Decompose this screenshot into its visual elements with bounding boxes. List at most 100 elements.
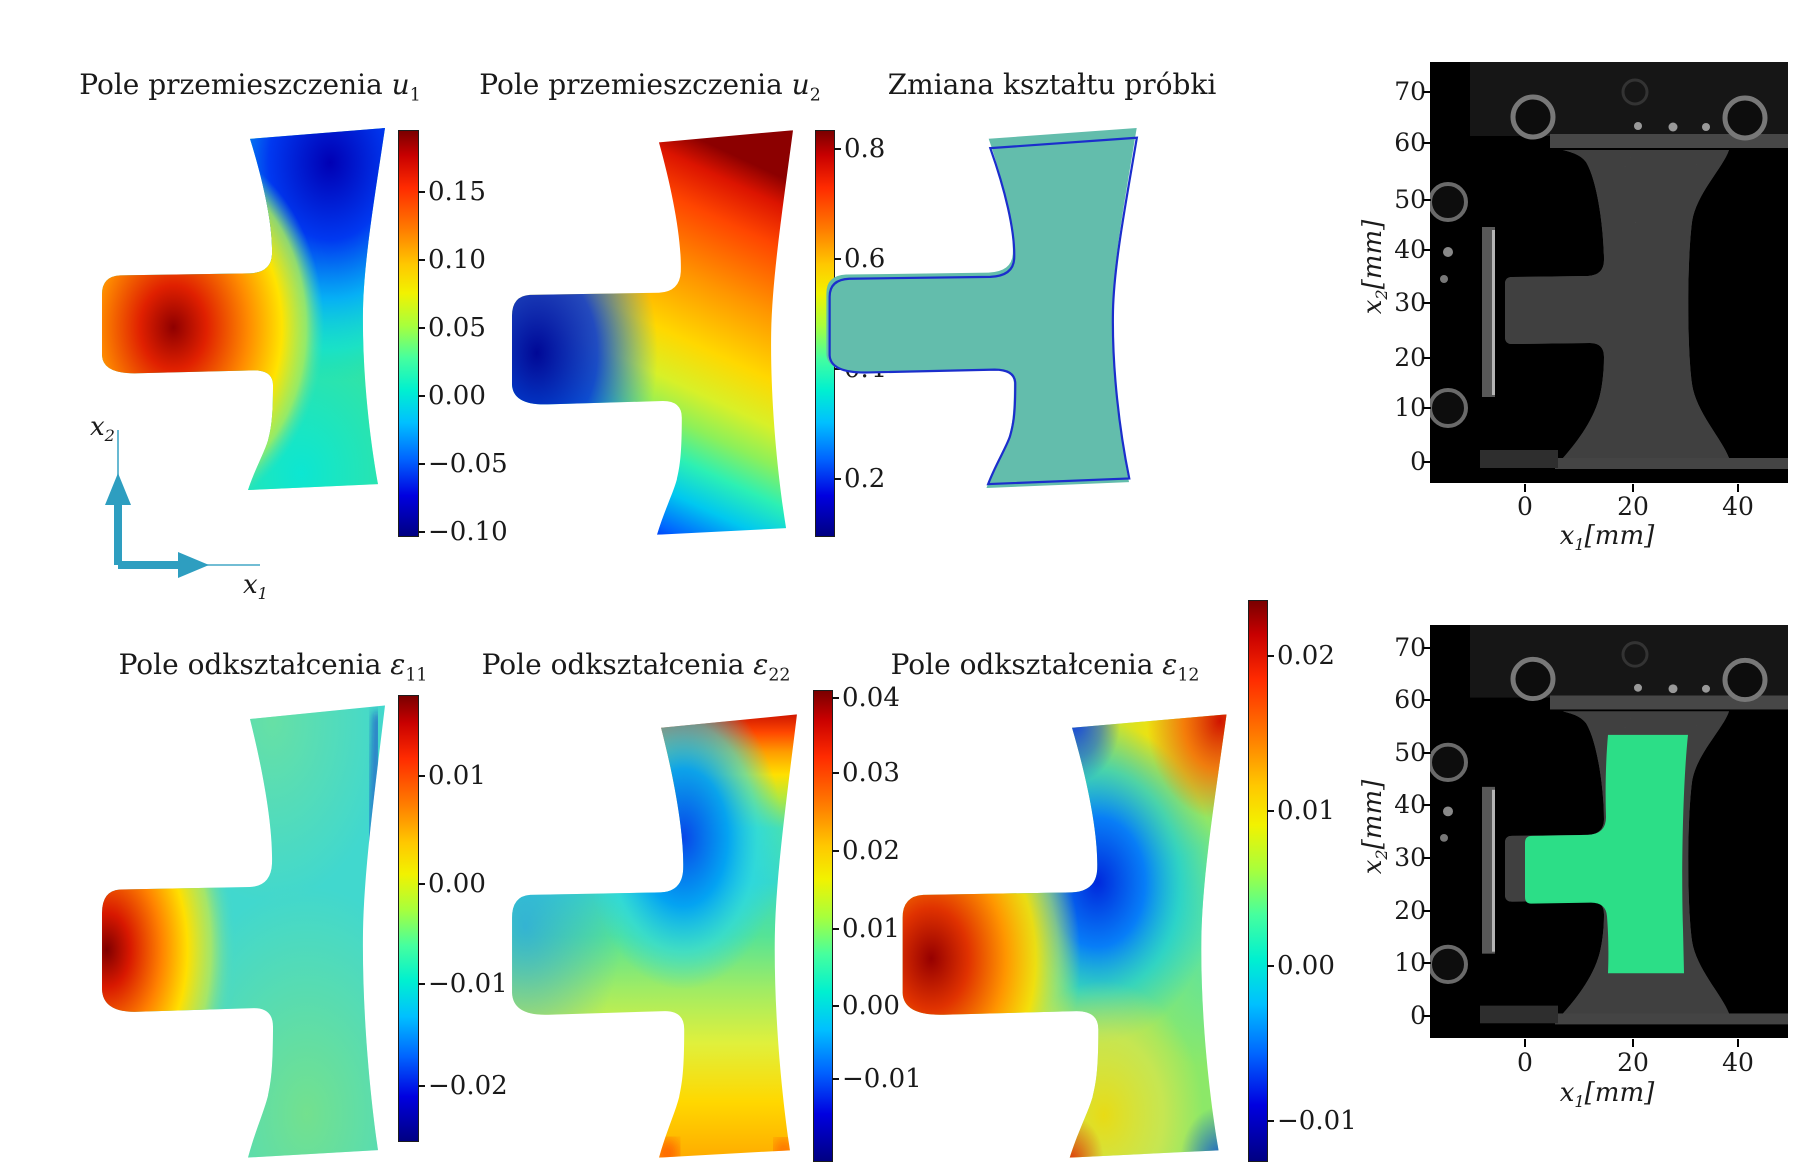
ytick-label: 0 (1410, 447, 1426, 476)
ytick-label: 40 (1394, 235, 1426, 264)
colorbar-tick-label: −0.01 (428, 968, 508, 999)
x2-axis-label: x2 (90, 412, 115, 446)
colorbar-tick-label: −0.01 (842, 1064, 922, 1095)
tick-mark (832, 1078, 839, 1081)
bolt-icon (1430, 944, 1468, 985)
xtick-label: 20 (1617, 492, 1649, 521)
tick-mark (832, 927, 839, 930)
tick-mark (418, 982, 425, 985)
heatmap-eps22 (512, 714, 797, 1158)
x1-axis-label: x1 (243, 570, 268, 604)
tick-mark (418, 462, 425, 465)
photo-bottom-ylabel: x2[mm] (1358, 779, 1392, 875)
heatmap-eps12 (902, 714, 1227, 1158)
tick-mark (418, 530, 425, 533)
colorbar-tick-label: 0.02 (842, 835, 900, 866)
ytick-label: 30 (1394, 288, 1426, 317)
tick-mark (1267, 965, 1274, 968)
tick-mark (418, 190, 425, 193)
current-shape-fill (826, 127, 1137, 489)
photo-top-xlabel: x1[mm] (1559, 521, 1655, 555)
ytick-label: 50 (1394, 185, 1426, 214)
colorbar-tick-label: 0.03 (842, 757, 900, 788)
colorbar-tick-label: 0.01 (428, 761, 486, 792)
xtick-label: 0 (1517, 1048, 1533, 1077)
tick-mark (834, 257, 841, 260)
ytick-label: 40 (1394, 790, 1426, 819)
tick-mark (832, 771, 839, 774)
ytick-label: 60 (1394, 128, 1426, 157)
tick-mark (418, 258, 425, 261)
tick-mark (418, 882, 425, 885)
title-eps12: Pole odkształcenia ε12 (890, 648, 1200, 686)
colorbar-tick-label: 0.8 (844, 133, 886, 164)
ytick-label: 0 (1410, 1001, 1426, 1030)
colorbar-tick-label: 0.6 (844, 243, 886, 274)
xtick-label: 0 (1517, 492, 1533, 521)
bolt-icon (1510, 656, 1556, 702)
bolt-icon (1430, 182, 1468, 222)
colorbar-tick-label: 0.10 (428, 244, 486, 275)
colorbar-tick-label: 0.00 (428, 380, 486, 411)
tick-mark (1267, 654, 1274, 657)
ytick-label: 70 (1394, 77, 1426, 106)
colorbar-tick-label: 0.00 (842, 990, 900, 1021)
photo-top-ylabel: x2[mm] (1358, 219, 1392, 315)
xtick-label: 40 (1722, 1048, 1754, 1077)
deformed-outline (830, 138, 1137, 484)
colorbar-tick-label: −0.05 (428, 448, 508, 479)
ytick-label: 50 (1394, 738, 1426, 767)
colorbar-tick-label: 0.15 (428, 176, 486, 207)
colorbar-tick-label: 0.00 (1277, 951, 1335, 982)
title-u1: Pole przemieszczenia u1 (79, 68, 421, 106)
title-u2: Pole przemieszczenia u2 (479, 68, 821, 106)
coordinate-arrows-icon (105, 430, 260, 578)
colorbar-u1: 0.15 0.10 0.05 0.00 −0.05 −0.10 (398, 130, 508, 545)
specimen-photo-top (1430, 62, 1788, 483)
colorbar-eps11: 0.01 0.00 −0.01 −0.02 (398, 695, 508, 1142)
bolt-icon (1510, 94, 1556, 140)
colorbar-tick-label: −0.10 (428, 516, 508, 547)
tick-mark (834, 368, 841, 371)
colorbar-tick-label: 0.05 (428, 312, 486, 343)
ytick-label: 30 (1394, 843, 1426, 872)
colorbar-eps12: 0.02 0.01 0.00 −0.01 (1248, 600, 1357, 1162)
heatmap-u2 (511, 130, 794, 535)
tick-mark (418, 1084, 425, 1087)
xtick-label: 20 (1617, 1048, 1649, 1077)
specimen-photo-bottom (1430, 625, 1788, 1038)
ytick-label: 10 (1394, 948, 1426, 977)
bolt-icon (1722, 657, 1768, 703)
title-shape-change: Zmiana kształtu próbki (887, 68, 1217, 101)
tick-mark (834, 478, 841, 481)
colorbar-tick-label: 0.01 (842, 913, 900, 944)
colorbar-tick-label: 0.2 (844, 464, 886, 495)
ytick-label: 60 (1394, 685, 1426, 714)
tick-mark (832, 697, 839, 700)
title-eps11: Pole odkształcenia ε11 (118, 648, 428, 686)
tick-mark (832, 1004, 839, 1007)
title-eps22: Pole odkształcenia ε22 (481, 648, 791, 686)
colorbar-tick-label: −0.01 (1277, 1106, 1357, 1137)
tick-mark (418, 394, 425, 397)
ytick-label: 20 (1394, 896, 1426, 925)
tick-mark (418, 775, 425, 778)
xtick-label: 40 (1722, 492, 1754, 521)
bolt-icon (1430, 742, 1468, 782)
ytick-label: 70 (1394, 633, 1426, 662)
bolt-icon (1722, 95, 1768, 141)
tick-mark (834, 147, 841, 150)
bolt-icon (1430, 388, 1468, 428)
ytick-label: 20 (1394, 343, 1426, 372)
heatmap-u1 (102, 127, 385, 491)
colorbar-tick-label: 0.04 (842, 683, 900, 714)
dic-region-overlay (1525, 734, 1688, 974)
tick-mark (832, 849, 839, 852)
tick-mark (1267, 1120, 1274, 1123)
colorbar-eps22: 0.04 0.03 0.02 0.01 0.00 −0.01 (813, 685, 922, 1162)
colorbar-tick-label: −0.02 (428, 1070, 508, 1101)
ytick-label: 10 (1394, 393, 1426, 422)
colorbar-tick-label: 0.00 (428, 868, 486, 899)
colorbar-tick-label: 0.02 (1277, 640, 1335, 671)
